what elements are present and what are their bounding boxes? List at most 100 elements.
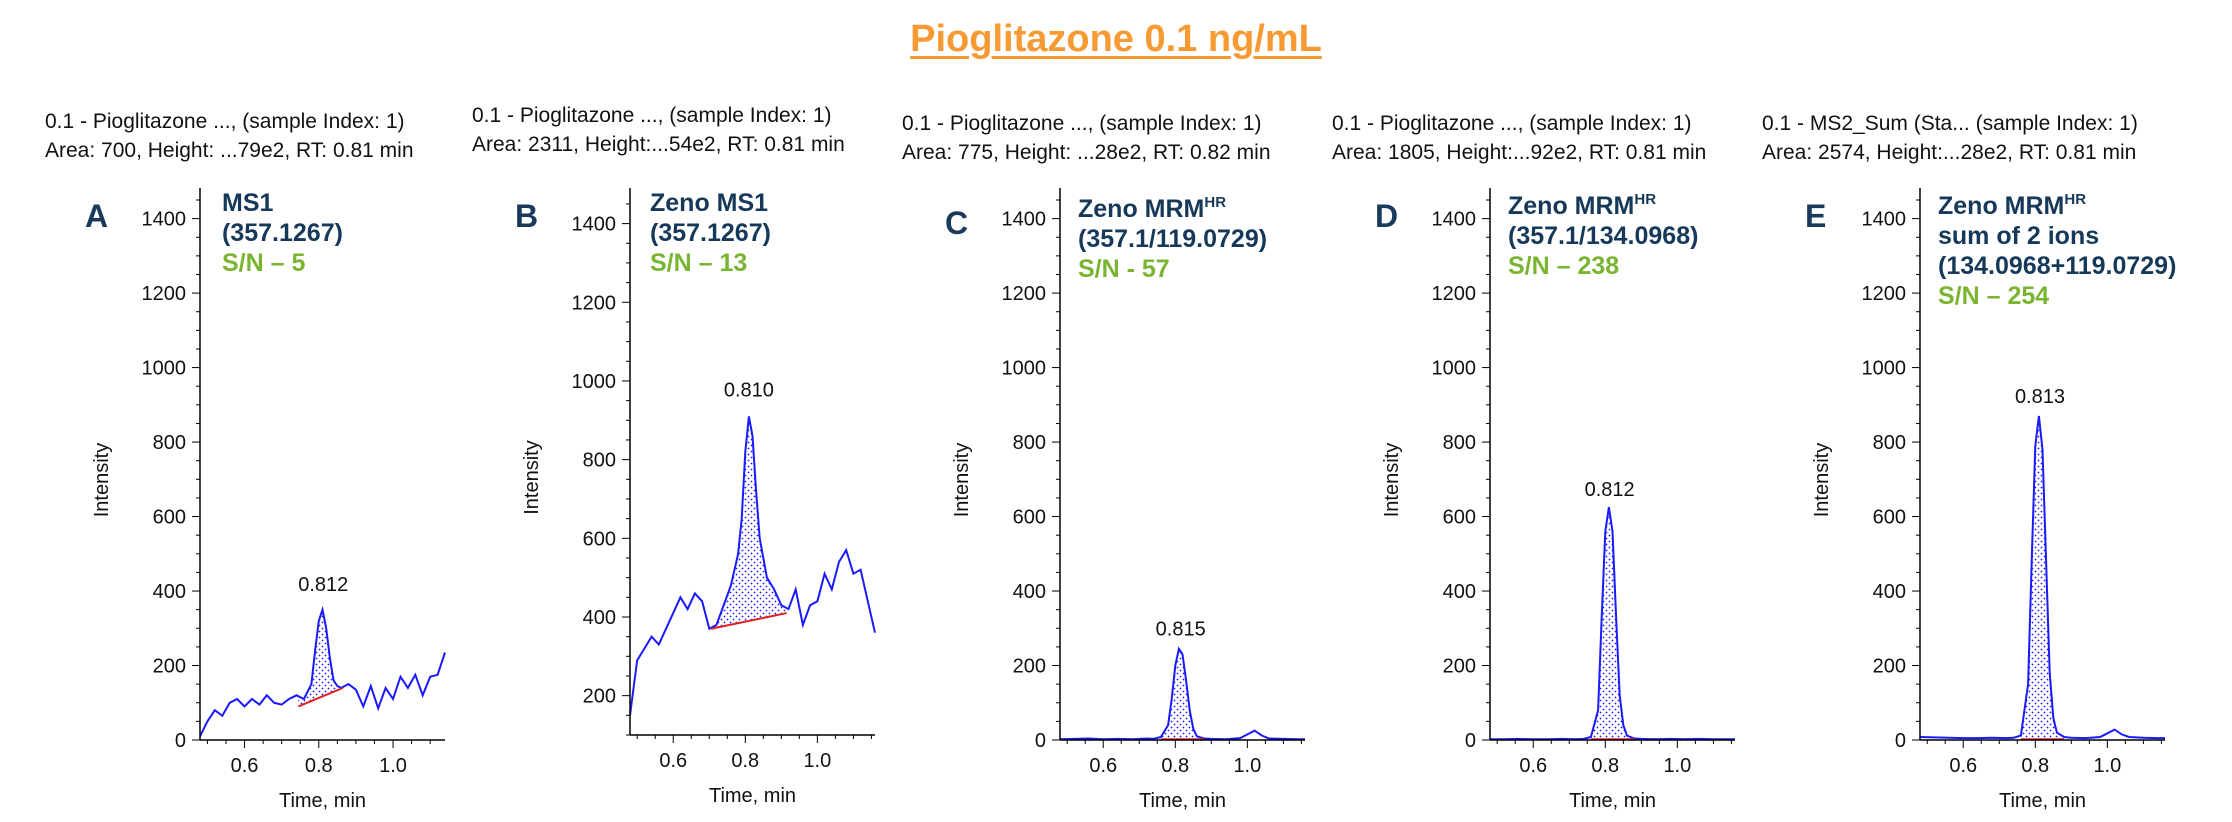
annotation-line: MS1	[222, 189, 274, 217]
x-tick-label: 0.8	[2021, 755, 2049, 777]
x-axis-label: Time, min	[709, 785, 796, 807]
y-tick-label: 600	[1443, 507, 1476, 529]
y-tick-label: 0	[175, 730, 186, 752]
y-tick-label: 1200	[142, 283, 187, 305]
chart-title: Pioglitazone 0.1 ng/mL	[910, 18, 1322, 60]
peak-area-fill	[2020, 416, 2065, 740]
x-tick-label: 0.6	[659, 750, 687, 772]
y-tick-label: 600	[1013, 507, 1046, 529]
panel-annotation: Zeno MS1 (357.1267) S/N – 13	[650, 188, 771, 278]
y-tick-label: 400	[1873, 581, 1906, 603]
panel-annotation: MS1 (357.1267) S/N – 5	[222, 188, 343, 278]
panel-letter: D	[1375, 198, 1399, 234]
annotation-line: (357.1267)	[650, 219, 771, 247]
x-tick-label: 0.6	[1949, 755, 1977, 777]
panel-letter: C	[945, 205, 969, 241]
y-axis-label: Intensity	[1811, 443, 1833, 517]
y-tick-label: 800	[153, 432, 186, 454]
y-tick-label: 1000	[1002, 358, 1047, 380]
panel-header-stats: Area: 1805, Height:...92e2, RT: 0.81 min	[1332, 141, 1707, 164]
panel-letter: B	[515, 198, 539, 234]
y-tick-label: 200	[1873, 656, 1906, 678]
y-tick-label: 200	[583, 686, 616, 708]
annotation-superscript: HR	[1204, 194, 1227, 211]
y-tick-label: 600	[583, 528, 616, 550]
panel-header-stats: Area: 700, Height: ...79e2, RT: 0.81 min	[45, 139, 414, 162]
x-axis-label: Time, min	[1569, 790, 1656, 812]
y-tick-label: 0	[1035, 730, 1046, 752]
signal-to-noise-label: S/N – 254	[1938, 282, 2050, 310]
x-axis-label: Time, min	[1139, 790, 1226, 812]
y-tick-label: 400	[1013, 581, 1046, 603]
y-tick-label: 1200	[1862, 283, 1907, 305]
y-axis-label: Intensity	[91, 443, 113, 517]
annotation-line: (357.1/119.0729)	[1078, 225, 1268, 253]
chromatogram-trace	[200, 605, 446, 737]
peak-area-fill	[1590, 507, 1635, 740]
x-tick-label: 1.0	[2093, 755, 2121, 777]
panel-letter: A	[85, 198, 109, 234]
y-tick-label: 800	[1013, 432, 1046, 454]
annotation-line: Zeno MRMHR	[1078, 194, 1227, 223]
y-tick-label: 1400	[1862, 209, 1907, 231]
y-tick-label: 1000	[1432, 358, 1477, 380]
panel-header-sample: 0.1 - MS2_Sum (Sta... (sample Index: 1)	[1762, 112, 2138, 135]
panel-header-stats: Area: 2574, Height:...28e2, RT: 0.81 min	[1762, 141, 2137, 164]
signal-to-noise-label: S/N – 238	[1508, 252, 1620, 280]
y-tick-label: 800	[583, 450, 616, 472]
panel-header-stats: Area: 2311, Height:...54e2, RT: 0.81 min	[472, 133, 845, 156]
panel-header-sample: 0.1 - Pioglitazone ..., (sample Index: 1…	[1332, 112, 1692, 135]
signal-to-noise-label: S/N - 57	[1078, 255, 1170, 283]
peak-rt-label: 0.812	[298, 574, 348, 596]
x-tick-label: 0.6	[1089, 755, 1117, 777]
chromatogram-trace	[1060, 646, 1305, 740]
x-axis-label: Time, min	[1999, 790, 2086, 812]
y-tick-label: 1400	[572, 214, 617, 236]
annotation-line: Zeno MS1	[650, 189, 769, 217]
annotation-superscript: HR	[2064, 191, 2087, 208]
peak-rt-label: 0.813	[2015, 386, 2065, 408]
y-tick-label: 1000	[572, 371, 617, 393]
signal-to-noise-label: S/N – 13	[650, 249, 748, 277]
chromatogram-trace	[630, 416, 876, 716]
y-axis-label: Intensity	[521, 440, 543, 514]
y-tick-label: 800	[1443, 432, 1476, 454]
y-tick-label: 200	[1013, 656, 1046, 678]
y-tick-label: 200	[1443, 656, 1476, 678]
panel-header-sample: 0.1 - Pioglitazone ..., (sample Index: 1…	[472, 104, 832, 127]
annotation-line: Zeno MRMHR	[1938, 191, 2087, 220]
annotation-line: Zeno MRMHR	[1508, 191, 1657, 220]
integration-baseline	[710, 612, 787, 630]
x-tick-label: 1.0	[1233, 755, 1261, 777]
y-tick-label: 1400	[142, 209, 187, 231]
x-tick-label: 1.0	[803, 750, 831, 772]
y-tick-label: 1200	[1002, 283, 1047, 305]
panel-header-sample: 0.1 - Pioglitazone ..., (sample Index: 1…	[45, 110, 405, 133]
y-axis-label: Intensity	[951, 443, 973, 517]
x-tick-label: 0.8	[305, 755, 333, 777]
chromatogram-trace	[1490, 507, 1735, 740]
panel-annotation: Zeno MRMHR (357.1/134.0968) S/N – 238	[1508, 185, 1698, 281]
x-tick-label: 0.6	[1519, 755, 1547, 777]
panel-header-sample: 0.1 - Pioglitazone ..., (sample Index: 1…	[902, 112, 1262, 135]
x-axis-label: Time, min	[279, 790, 366, 812]
peak-rt-label: 0.810	[724, 380, 774, 402]
y-tick-label: 1400	[1432, 209, 1477, 231]
y-tick-label: 200	[153, 656, 186, 678]
x-tick-label: 0.8	[1591, 755, 1619, 777]
y-tick-label: 1200	[1432, 283, 1477, 305]
x-tick-label: 1.0	[379, 755, 407, 777]
panel-letter: E	[1805, 198, 1827, 234]
x-tick-label: 0.8	[731, 750, 759, 772]
y-tick-label: 1000	[1862, 358, 1907, 380]
peak-area-fill	[1160, 648, 1205, 740]
y-tick-label: 0	[1465, 730, 1476, 752]
signal-to-noise-label: S/N – 5	[222, 249, 306, 277]
annotation-line: (134.0968+119.0729)	[1938, 252, 2177, 280]
y-axis-label: Intensity	[1381, 443, 1403, 517]
y-tick-label: 600	[1873, 507, 1906, 529]
x-tick-label: 1.0	[1663, 755, 1691, 777]
y-tick-label: 0	[1895, 730, 1906, 752]
